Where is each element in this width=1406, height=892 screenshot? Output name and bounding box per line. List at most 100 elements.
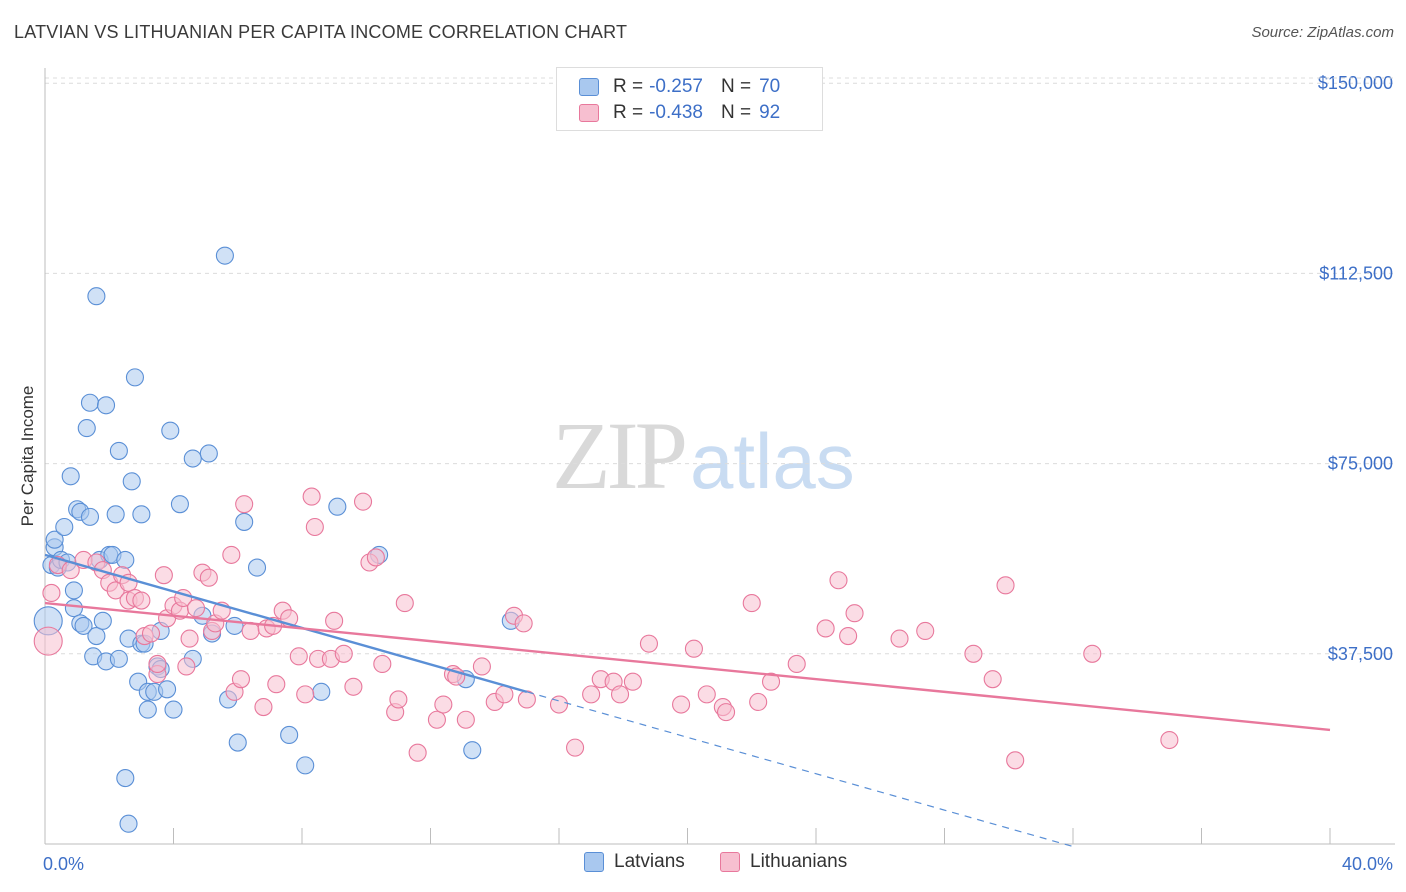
legend-row-lithuanians: R = -0.438 N = 92 xyxy=(579,101,780,125)
data-point-lithuanians xyxy=(610,685,630,704)
data-point-lithuanians xyxy=(180,629,199,648)
data-point-lithuanians xyxy=(1160,730,1179,750)
trend-line-latvians xyxy=(44,553,528,693)
data-point-lithuanians xyxy=(456,710,475,729)
legend-r-value: -0.438 xyxy=(649,102,703,123)
data-point-lithuanians xyxy=(716,703,736,722)
legend-item-latvians[interactable]: Latvians xyxy=(584,851,685,873)
data-point-lithuanians xyxy=(514,614,533,633)
data-point-lithuanians xyxy=(42,583,61,602)
legend-swatch-latvians xyxy=(579,78,599,96)
data-point-lithuanians xyxy=(235,495,254,514)
data-point-latvians xyxy=(77,419,96,438)
data-point-lithuanians xyxy=(254,698,273,717)
series-legend: Latvians Lithuanians xyxy=(0,851,1406,877)
data-point-lithuanians xyxy=(672,695,691,714)
data-point-lithuanians xyxy=(325,611,344,630)
data-point-latvians xyxy=(125,368,144,387)
data-point-lithuanians xyxy=(566,738,585,757)
data-point-lithuanians xyxy=(839,627,858,646)
data-point-lithuanians xyxy=(816,619,835,638)
legend-r-label: R = xyxy=(613,76,644,97)
data-point-latvians xyxy=(109,441,128,460)
data-point-latvians xyxy=(119,814,138,833)
data-point-latvians xyxy=(170,495,189,514)
legend-row-latvians: R = -0.257 N = 70 xyxy=(579,75,780,99)
data-point-lithuanians xyxy=(199,568,218,587)
data-point-lithuanians xyxy=(289,647,308,666)
legend-swatch-lithuanians xyxy=(720,852,740,872)
data-point-lithuanians xyxy=(1006,751,1025,770)
data-point-lithuanians xyxy=(472,657,491,676)
data-point-latvians xyxy=(80,507,100,526)
trend-line-lithuanians xyxy=(44,601,1331,732)
y-tick-label: $75,000 xyxy=(1328,454,1393,474)
data-point-lithuanians xyxy=(302,487,321,506)
legend-item-lithuanians[interactable]: Lithuanians xyxy=(720,851,847,873)
data-point-lithuanians xyxy=(296,685,315,704)
data-point-latvians xyxy=(61,467,80,486)
data-point-latvians xyxy=(225,616,244,635)
data-point-latvians xyxy=(296,756,315,775)
data-point-lithuanians xyxy=(427,710,446,729)
data-point-lithuanians xyxy=(697,685,716,704)
trend-extension-latvians xyxy=(526,691,1074,848)
data-point-lithuanians xyxy=(154,566,173,585)
x-tick-label: 40.0% xyxy=(1342,854,1393,874)
data-point-latvians xyxy=(80,393,100,412)
legend-label-latvians: Latvians xyxy=(614,851,685,872)
data-point-latvians xyxy=(106,505,125,524)
watermark-atlas: atlas xyxy=(690,417,855,505)
data-point-lithuanians xyxy=(623,672,642,691)
data-point-lithuanians xyxy=(829,571,848,590)
legend-n-label: N = xyxy=(720,76,752,97)
data-point-lithuanians xyxy=(761,672,781,691)
data-point-latvians xyxy=(87,287,106,306)
data-point-latvians xyxy=(164,700,183,719)
data-point-latvians xyxy=(45,530,64,549)
data-point-lithuanians xyxy=(890,629,909,648)
legend-r-label: R = xyxy=(613,102,644,123)
data-point-latvians xyxy=(93,611,112,630)
data-point-latvians xyxy=(280,725,299,745)
legend-label-lithuanians: Lithuanians xyxy=(750,851,848,872)
data-point-latvians xyxy=(64,599,83,618)
data-point-latvians xyxy=(55,517,74,537)
data-point-lithuanians xyxy=(366,548,385,567)
data-point-lithuanians xyxy=(549,695,569,714)
legend-n-value: 70 xyxy=(759,76,781,97)
legend-swatch-latvians xyxy=(584,852,604,872)
data-point-lithuanians xyxy=(141,624,161,643)
watermark-zip: ZIP xyxy=(552,402,688,509)
data-point-lithuanians xyxy=(845,604,864,623)
data-point-latvians xyxy=(109,649,128,668)
data-point-latvians xyxy=(247,558,267,577)
data-point-lithuanians xyxy=(787,654,806,673)
data-point-lithuanians xyxy=(373,654,392,673)
data-point-lithuanians xyxy=(33,626,63,656)
data-point-latvians xyxy=(116,769,135,788)
source-label: Source: ZipAtlas.com xyxy=(1251,24,1394,41)
data-point-lithuanians xyxy=(996,576,1015,595)
legend-swatch-lithuanians xyxy=(579,104,599,122)
y-tick-label: $37,500 xyxy=(1328,644,1393,664)
data-point-latvians xyxy=(96,396,116,415)
data-point-lithuanians xyxy=(916,621,935,641)
data-point-lithuanians xyxy=(639,634,659,653)
data-point-lithuanians xyxy=(434,695,453,714)
data-point-latvians xyxy=(74,616,93,635)
data-point-latvians xyxy=(138,700,157,719)
data-point-lithuanians xyxy=(495,685,514,704)
data-point-lithuanians xyxy=(389,690,408,709)
data-point-lithuanians xyxy=(749,692,768,712)
data-point-lithuanians xyxy=(344,677,363,696)
data-point-latvians xyxy=(122,472,141,491)
data-point-lithuanians xyxy=(1083,644,1102,663)
data-point-latvians xyxy=(64,581,83,600)
data-point-lithuanians xyxy=(582,685,601,704)
data-point-lithuanians xyxy=(132,591,151,610)
y-tick-label: $112,500 xyxy=(1319,263,1393,283)
data-point-lithuanians xyxy=(334,644,353,663)
data-point-latvians xyxy=(116,550,135,570)
